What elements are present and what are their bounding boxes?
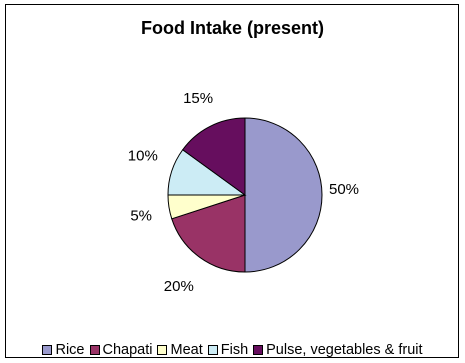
legend-swatch — [253, 345, 264, 355]
legend-item-meat: Meat — [157, 342, 203, 358]
slice-label-rice: 50% — [329, 181, 359, 198]
legend-swatch — [157, 345, 168, 355]
pie-slices — [167, 117, 323, 273]
legend-swatch — [89, 345, 100, 355]
pie-slice-pulse-vegetables-fruit — [182, 117, 246, 196]
pie-slice-labels: 50% 20% 5% 10% 15% — [128, 90, 359, 295]
legend-item-fish: Fish — [207, 342, 249, 358]
legend-item-chapati: Chapati — [89, 342, 153, 358]
pie-slice-rice — [244, 117, 323, 273]
legend-label: Rice — [55, 342, 85, 358]
legend-label: Chapati — [102, 342, 153, 358]
slice-label-chapati: 20% — [164, 278, 194, 295]
slice-label-meat: 5% — [130, 207, 152, 224]
slice-label-fish: 10% — [128, 147, 158, 164]
legend-label: Fish — [220, 342, 249, 358]
pie-slice-chapati — [171, 194, 246, 273]
legend-item-rice: Rice — [42, 342, 85, 358]
slice-label-pulse-vegetables-fruit: 15% — [183, 90, 213, 107]
chart-legend: Rice Chapati Meat Fish Pulse, vegetables & f… — [0, 340, 465, 360]
chart-title: Food Intake (present) — [140, 18, 324, 38]
legend-swatch — [42, 345, 53, 355]
legend-swatch — [207, 345, 218, 355]
legend-label: Pulse, vegetables & fruit — [266, 342, 423, 358]
legend-label: Meat — [170, 342, 203, 358]
legend-item-pulse-vegetables-fruit: Pulse, vegetables & fruit — [253, 342, 423, 358]
